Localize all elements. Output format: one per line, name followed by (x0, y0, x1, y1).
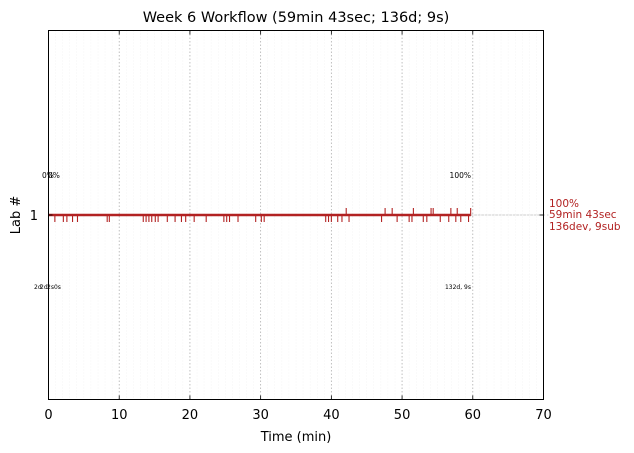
start-count-label-2: 2d (40, 284, 48, 291)
right-summary-counts: 136dev, 9sub (549, 221, 621, 233)
x-axis-label: Time (min) (260, 430, 332, 445)
start-percent-label: 0% (42, 171, 54, 180)
x-tick-label: 40 (323, 408, 340, 423)
y-axis-ticks: 1 (30, 209, 544, 224)
x-tick-label: 10 (111, 408, 128, 423)
start-count-label-1: 2d (34, 284, 42, 291)
x-tick-label: 60 (465, 408, 482, 423)
x-tick-label: 0 (44, 408, 52, 423)
end-count-label: 132d, 9s (445, 284, 471, 291)
annotations: 0% 0% 100% 2d 2d 2s0s 132d, 9s 100% 59mi… (34, 171, 621, 291)
right-summary-percent: 100% (549, 198, 579, 210)
right-summary-duration: 59min 43sec (549, 209, 617, 221)
end-percent-label: 100% (450, 171, 471, 180)
x-tick-label: 20 (182, 408, 199, 423)
chart-title: Week 6 Workflow (59min 43sec; 136d; 9s) (143, 10, 450, 26)
x-tick-label: 70 (535, 408, 552, 423)
series-lab-1 (48, 208, 549, 222)
start-count-label-3: 2s0s (47, 284, 61, 291)
x-tick-label: 50 (394, 408, 411, 423)
y-axis-label: Lab # (9, 196, 24, 235)
y-tick-label: 1 (30, 209, 38, 224)
start-percent-label-overlap: 0% (48, 171, 60, 180)
x-tick-label: 30 (252, 408, 269, 423)
x-axis-ticks: 0 10 20 30 40 50 60 70 (44, 30, 552, 423)
